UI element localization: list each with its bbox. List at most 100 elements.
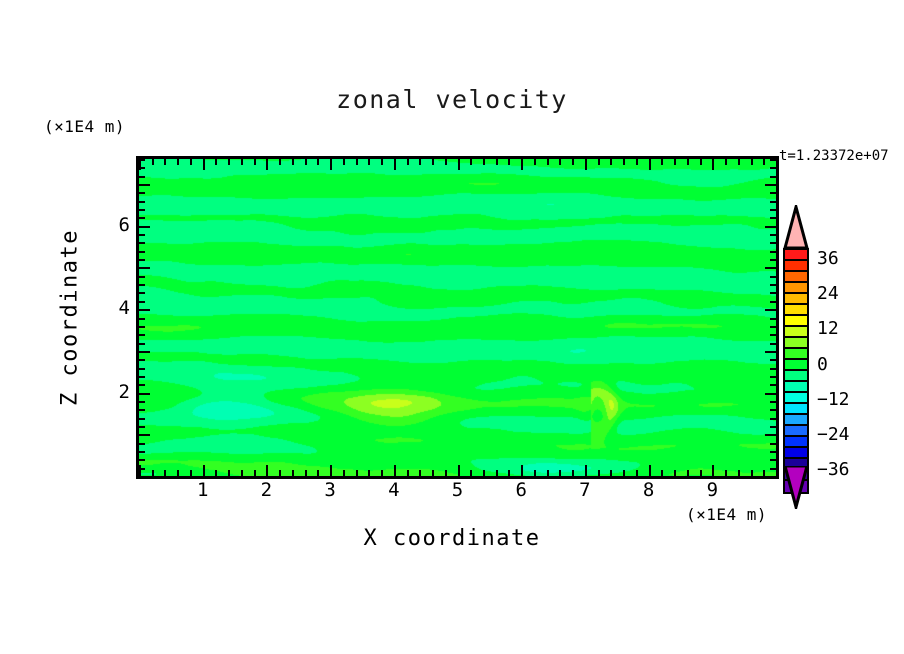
x-minor-tick: [432, 470, 435, 476]
y-minor-tick-right: [770, 242, 776, 245]
colorbar-band: [785, 448, 807, 459]
x-minor-tick-top: [381, 159, 384, 165]
x-major-tick-top: [457, 159, 460, 170]
x-major-tick-top: [776, 159, 778, 170]
y-minor-tick-right: [770, 175, 776, 178]
x-major-tick: [266, 465, 269, 476]
y-major-tick-right: [765, 309, 776, 312]
colorbar-band: [785, 371, 807, 382]
x-minor-tick-top: [699, 159, 702, 165]
x-minor-tick-top: [164, 159, 167, 165]
x-major-tick: [521, 465, 524, 476]
colorbar-band: [785, 272, 807, 283]
y-minor-tick: [139, 375, 145, 378]
colorbar-tick-label: 12: [817, 318, 839, 340]
colorbar-tick-label: −36: [817, 459, 850, 481]
colorbar-band: [785, 327, 807, 338]
x-minor-tick-top: [623, 159, 626, 165]
x-minor-tick-top: [674, 159, 677, 165]
y-minor-tick: [139, 292, 145, 295]
x-minor-tick-top: [189, 159, 192, 165]
y-major-tick-right: [765, 476, 776, 478]
x-minor-tick-top: [240, 159, 243, 165]
colorbar-tick-label: −12: [817, 388, 850, 410]
colorbar-band: [785, 283, 807, 294]
colorbar-band: [785, 426, 807, 437]
y-minor-tick: [139, 175, 145, 178]
x-minor-tick: [610, 470, 613, 476]
x-minor-tick-top: [291, 159, 294, 165]
x-minor-tick-top: [661, 159, 664, 165]
y-minor-tick: [139, 317, 145, 320]
x-minor-tick: [725, 470, 728, 476]
x-axis-unit-label: (×1E4 m): [686, 505, 768, 524]
x-minor-tick: [164, 470, 167, 476]
x-minor-tick: [750, 470, 753, 476]
x-minor-tick-top: [635, 159, 638, 165]
y-major-tick: [139, 392, 150, 395]
timestamp-label: t=1.23372e+07: [779, 148, 889, 164]
colorbar-band: [785, 338, 807, 349]
y-minor-tick-right: [770, 425, 776, 428]
y-minor-tick-right: [770, 359, 776, 362]
x-major-tick-top: [330, 159, 333, 170]
y-major-tick-right: [765, 434, 776, 437]
x-minor-tick: [317, 470, 320, 476]
x-minor-tick: [470, 470, 473, 476]
y-minor-tick: [139, 342, 145, 345]
x-minor-tick: [444, 470, 447, 476]
x-minor-tick-top: [419, 159, 422, 165]
x-major-tick-top: [266, 159, 269, 170]
x-major-tick: [139, 465, 141, 476]
x-minor-tick-top: [253, 159, 256, 165]
colorbar-tick-label: 36: [817, 248, 839, 269]
y-minor-tick: [139, 300, 145, 303]
y-minor-tick: [139, 192, 145, 195]
y-minor-tick-right: [770, 167, 776, 170]
x-minor-tick-top: [546, 159, 549, 165]
y-minor-tick-right: [770, 250, 776, 253]
colorbar-band: [785, 305, 807, 316]
y-minor-tick-right: [770, 367, 776, 370]
colorbar-band: [785, 415, 807, 426]
x-axis-title: X coordinate: [363, 526, 541, 551]
x-major-tick: [202, 465, 205, 476]
x-minor-tick: [355, 470, 358, 476]
x-major-tick: [393, 465, 396, 476]
y-minor-tick-right: [770, 275, 776, 278]
x-tick-label: 2: [260, 479, 273, 501]
x-minor-tick-top: [317, 159, 320, 165]
y-minor-tick: [139, 417, 145, 420]
x-minor-tick-top: [444, 159, 447, 165]
x-minor-tick-top: [432, 159, 435, 165]
y-minor-tick-right: [770, 409, 776, 412]
y-major-tick: [139, 476, 150, 478]
x-major-tick-top: [584, 159, 587, 170]
y-minor-tick-right: [770, 342, 776, 345]
x-tick-label: 4: [388, 479, 400, 501]
colorbar-band: [785, 393, 807, 404]
y-minor-tick-right: [770, 325, 776, 328]
y-minor-tick-right: [770, 375, 776, 378]
x-major-tick: [776, 465, 778, 476]
x-minor-tick: [253, 470, 256, 476]
y-minor-tick: [139, 325, 145, 328]
colorbar-tick-label: 0: [817, 353, 828, 375]
x-minor-tick: [495, 470, 498, 476]
y-minor-tick: [139, 400, 145, 403]
y-minor-tick: [139, 200, 145, 203]
x-minor-tick: [151, 470, 154, 476]
y-tick-label: 4: [118, 297, 130, 320]
x-minor-tick: [215, 470, 218, 476]
y-minor-tick: [139, 467, 145, 470]
y-minor-tick-right: [770, 442, 776, 445]
x-minor-tick: [686, 470, 689, 476]
x-major-tick-top: [393, 159, 396, 170]
x-minor-tick: [635, 470, 638, 476]
x-minor-tick-top: [355, 159, 358, 165]
y-minor-tick-right: [770, 259, 776, 262]
y-minor-tick: [139, 259, 145, 262]
y-major-tick-right: [765, 184, 776, 187]
y-minor-tick-right: [770, 384, 776, 387]
x-minor-tick: [189, 470, 192, 476]
